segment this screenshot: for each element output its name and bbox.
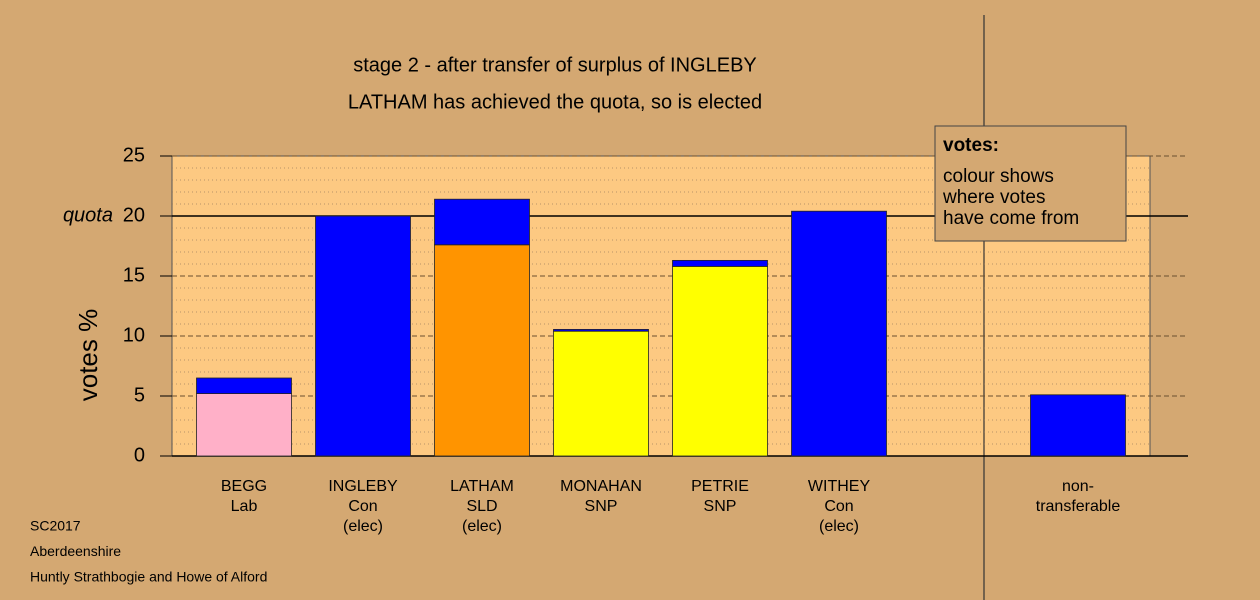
x-tick-label: MONAHAN bbox=[560, 478, 642, 495]
x-tick-label: (elec) bbox=[462, 518, 502, 535]
y-tick-label: 5 bbox=[134, 384, 145, 406]
footnote: Huntly Strathbogie and Howe of Alford bbox=[30, 569, 267, 585]
footnote: SC2017 bbox=[30, 518, 81, 534]
quota-label: quota bbox=[63, 204, 113, 226]
bar-segment bbox=[196, 377, 292, 395]
x-tick-label: BEGG bbox=[221, 478, 267, 495]
bar-segment bbox=[315, 215, 411, 457]
bar-segment bbox=[553, 328, 649, 332]
bar-segment bbox=[196, 393, 292, 457]
x-tick-label: Con bbox=[348, 498, 377, 515]
y-axis-label: votes % bbox=[73, 309, 103, 402]
x-tick-label: Lab bbox=[231, 498, 258, 515]
y-tick-label: 25 bbox=[123, 144, 145, 166]
footnote: Aberdeenshire bbox=[30, 543, 121, 559]
bar-segment bbox=[791, 210, 887, 457]
x-tick-label: non- bbox=[1062, 478, 1094, 495]
legend-text: have come from bbox=[943, 208, 1079, 229]
y-tick-label: 0 bbox=[134, 444, 145, 466]
bar-segment bbox=[672, 259, 768, 267]
y-tick-label: 10 bbox=[123, 324, 145, 346]
bar-segment bbox=[1030, 394, 1126, 457]
x-tick-label: PETRIE bbox=[691, 478, 749, 495]
x-tick-label: SNP bbox=[704, 498, 737, 515]
bar-segment bbox=[553, 330, 649, 457]
chart-subtitle: LATHAM has achieved the quota, so is ele… bbox=[348, 91, 762, 113]
x-tick-label: INGLEBY bbox=[328, 478, 398, 495]
y-tick-label: 15 bbox=[123, 264, 145, 286]
x-tick-label: Con bbox=[824, 498, 853, 515]
x-tick-label: (elec) bbox=[819, 518, 859, 535]
bar-segment bbox=[434, 244, 530, 457]
legend-title: votes: bbox=[943, 135, 999, 156]
chart-title: stage 2 - after transfer of surplus of I… bbox=[353, 54, 757, 76]
bar-segment bbox=[672, 265, 768, 457]
x-tick-label: SNP bbox=[585, 498, 618, 515]
y-tick-label: 20 bbox=[123, 204, 145, 226]
x-tick-label: SLD bbox=[466, 498, 497, 515]
legend-text: colour shows bbox=[943, 166, 1054, 187]
legend-box bbox=[934, 125, 1127, 242]
x-tick-label: WITHEY bbox=[808, 478, 871, 495]
x-tick-label: LATHAM bbox=[450, 478, 514, 495]
x-tick-label: transferable bbox=[1036, 498, 1121, 515]
legend-text: where votes bbox=[942, 187, 1045, 208]
bar-segment bbox=[434, 198, 530, 246]
x-tick-label: (elec) bbox=[343, 518, 383, 535]
